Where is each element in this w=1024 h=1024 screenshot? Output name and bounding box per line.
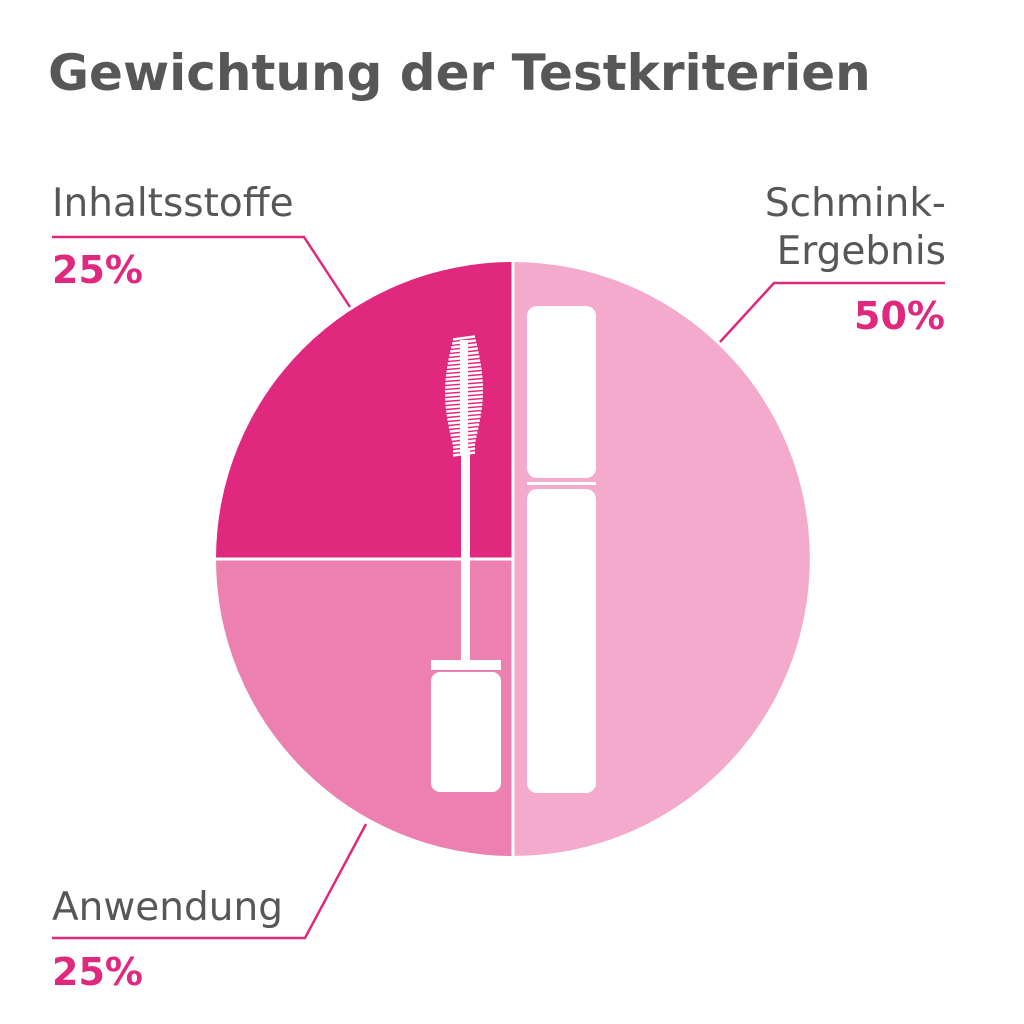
leader-line-anwendung — [52, 823, 368, 940]
value-label-anwendung: 25% — [52, 950, 143, 994]
wand-core — [460, 340, 468, 455]
wand-cap — [431, 672, 501, 792]
label-schmink-ergebnis-line-1: Schmink- — [764, 181, 946, 226]
bristle — [452, 335, 476, 341]
leader-line-inhaltsstoffe — [52, 235, 352, 308]
wand-stem — [461, 450, 470, 662]
wand-cap-collar — [431, 660, 501, 670]
chart-title: Gewichtung der Testkriterien — [48, 44, 871, 102]
pie-slice-inhaltsstoffe — [216, 262, 513, 559]
leader-line-schmink-ergebnis — [719, 281, 945, 343]
label-schmink-ergebnis-line-2: Ergebnis — [776, 229, 946, 274]
tube-band — [527, 482, 596, 485]
mascara-wand-icon — [431, 335, 501, 792]
mascara-tube-icon — [527, 306, 596, 793]
label-anwendung: Anwendung — [52, 885, 283, 930]
value-label-inhaltsstoffe: 25% — [52, 248, 143, 292]
tube-top — [527, 306, 596, 478]
tube-bottom — [527, 489, 596, 793]
value-label-schmink-ergebnis: 50% — [854, 294, 945, 338]
label-inhaltsstoffe: Inhaltsstoffe — [52, 181, 294, 226]
